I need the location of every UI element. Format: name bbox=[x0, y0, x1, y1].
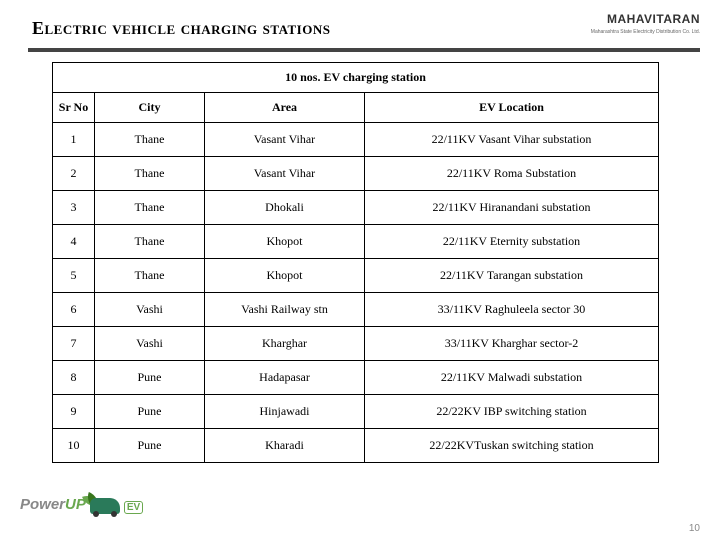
table-row: 2ThaneVasant Vihar22/11KV Roma Substatio… bbox=[53, 157, 659, 191]
table-cell: 10 bbox=[53, 429, 95, 463]
table-caption-row: 10 nos. EV charging station bbox=[53, 63, 659, 93]
table-cell: 22/11KV Tarangan substation bbox=[365, 259, 659, 293]
table-row: 4ThaneKhopot22/11KV Eternity substation bbox=[53, 225, 659, 259]
table-cell: 22/11KV Eternity substation bbox=[365, 225, 659, 259]
table-cell: Thane bbox=[95, 225, 205, 259]
col-city: City bbox=[95, 93, 205, 123]
table-cell: Pune bbox=[95, 429, 205, 463]
car-icon bbox=[90, 498, 120, 514]
table-cell: 22/22KVTuskan switching station bbox=[365, 429, 659, 463]
table-cell: Khopot bbox=[205, 259, 365, 293]
col-location: EV Location bbox=[365, 93, 659, 123]
table-cell: 22/22KV IBP switching station bbox=[365, 395, 659, 429]
ev-stations-table: 10 nos. EV charging station Sr No City A… bbox=[52, 62, 658, 463]
title-underline bbox=[28, 48, 700, 52]
brand-name: MAHAVITARAN bbox=[607, 12, 700, 26]
table-cell: 33/11KV Raghuleela sector 30 bbox=[365, 293, 659, 327]
table-row: 1ThaneVasant Vihar22/11KV Vasant Vihar s… bbox=[53, 123, 659, 157]
table-cell: 22/11KV Vasant Vihar substation bbox=[365, 123, 659, 157]
table-cell: 22/11KV Malwadi substation bbox=[365, 361, 659, 395]
table-cell: Pune bbox=[95, 361, 205, 395]
table-cell: 1 bbox=[53, 123, 95, 157]
table-row: 3ThaneDhokali22/11KV Hiranandani substat… bbox=[53, 191, 659, 225]
table-cell: 8 bbox=[53, 361, 95, 395]
footer-logo: PowerUP EV bbox=[20, 494, 143, 514]
table-cell: 33/11KV Kharghar sector-2 bbox=[365, 327, 659, 361]
table-caption: 10 nos. EV charging station bbox=[53, 63, 659, 93]
brand-subtitle: Maharashtra State Electricity Distributi… bbox=[591, 29, 700, 35]
table-cell: Vashi Railway stn bbox=[205, 293, 365, 327]
table-row: 5ThaneKhopot22/11KV Tarangan substation bbox=[53, 259, 659, 293]
table-row: 6VashiVashi Railway stn33/11KV Raghuleel… bbox=[53, 293, 659, 327]
table-cell: Vashi bbox=[95, 327, 205, 361]
powerup-logo: PowerUP bbox=[20, 496, 86, 513]
table-cell: 4 bbox=[53, 225, 95, 259]
table-cell: Vashi bbox=[95, 293, 205, 327]
table-cell: Vasant Vihar bbox=[205, 157, 365, 191]
table-cell: Hinjawadi bbox=[205, 395, 365, 429]
table-cell: Kharadi bbox=[205, 429, 365, 463]
col-area: Area bbox=[205, 93, 365, 123]
col-sr-no: Sr No bbox=[53, 93, 95, 123]
table-cell: 9 bbox=[53, 395, 95, 429]
table-cell: Hadapasar bbox=[205, 361, 365, 395]
table-cell: 7 bbox=[53, 327, 95, 361]
table-cell: Kharghar bbox=[205, 327, 365, 361]
table-cell: Thane bbox=[95, 157, 205, 191]
table-cell: 22/11KV Hiranandani substation bbox=[365, 191, 659, 225]
table-cell: 6 bbox=[53, 293, 95, 327]
page-title: Electric vehicle charging stations bbox=[32, 18, 330, 39]
brand-logo: MAHAVITARAN Maharashtra State Electricit… bbox=[591, 10, 700, 35]
table-cell: Thane bbox=[95, 123, 205, 157]
page-number: 10 bbox=[689, 523, 700, 534]
table-row: 8PuneHadapasar22/11KV Malwadi substation bbox=[53, 361, 659, 395]
table-cell: 3 bbox=[53, 191, 95, 225]
ev-graphic-icon: EV bbox=[84, 494, 143, 514]
table-row: 7VashiKharghar33/11KV Kharghar sector-2 bbox=[53, 327, 659, 361]
table-cell: 22/11KV Roma Substation bbox=[365, 157, 659, 191]
table-cell: Dhokali bbox=[205, 191, 365, 225]
plug-icon: EV bbox=[124, 501, 143, 514]
table-cell: Pune bbox=[95, 395, 205, 429]
powerup-text-1: Power bbox=[20, 496, 65, 513]
table-row: 9PuneHinjawadi22/22KV IBP switching stat… bbox=[53, 395, 659, 429]
table-cell: 5 bbox=[53, 259, 95, 293]
table-row: 10PuneKharadi22/22KVTuskan switching sta… bbox=[53, 429, 659, 463]
table-header-row: Sr No City Area EV Location bbox=[53, 93, 659, 123]
table-cell: Vasant Vihar bbox=[205, 123, 365, 157]
table-cell: Thane bbox=[95, 191, 205, 225]
table-cell: Khopot bbox=[205, 225, 365, 259]
table-cell: Thane bbox=[95, 259, 205, 293]
table-cell: 2 bbox=[53, 157, 95, 191]
